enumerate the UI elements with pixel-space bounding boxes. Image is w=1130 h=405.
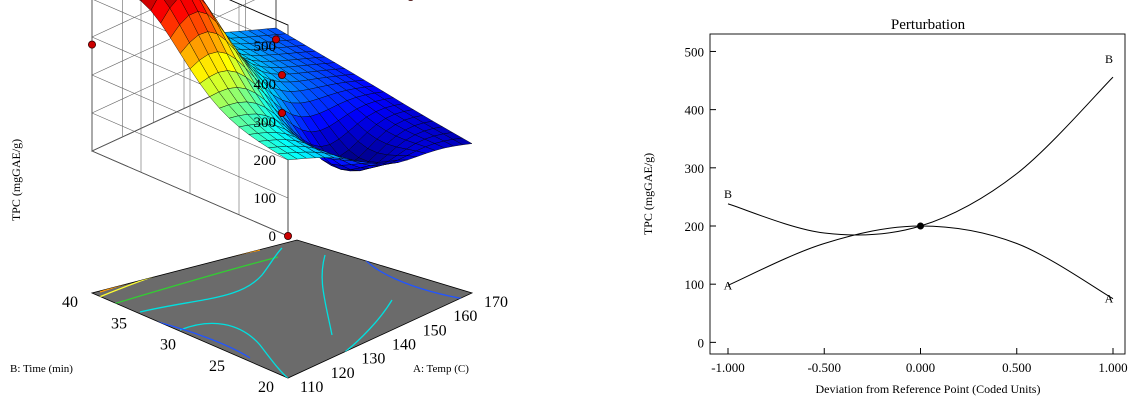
series-end-label: A: [1105, 292, 1114, 306]
series-line-a: [727, 225, 1114, 300]
z-tick-label: 400: [254, 77, 277, 93]
series-end-label: B: [1105, 52, 1113, 66]
x-tick-label: -0.500: [807, 360, 841, 375]
reference-point: [917, 222, 924, 230]
contour-line: [149, 319, 251, 359]
design-point: [408, 0, 414, 1]
x-tick-label: -1.000: [711, 360, 745, 375]
surface-axes: TPC (mgGAE/g) B: Time (min) A: Temp (C) …: [9, 39, 508, 396]
x-tick-label: 140: [392, 337, 416, 354]
contour-line: [109, 256, 279, 306]
contour-line: [321, 254, 333, 336]
x-axis-label: Deviation from Reference Point (Coded Un…: [816, 382, 1041, 396]
series-lines: A A B B: [724, 52, 1114, 306]
x-tick-label: 120: [331, 365, 355, 382]
contour-floor: [90, 239, 474, 379]
surface-mesh: [139, 0, 473, 172]
floor-plane: [90, 239, 474, 379]
series-end-label: B: [724, 187, 732, 201]
response-surface-chart: TPC (mgGAE/g) B: Time (min) A: Temp (C) …: [0, 0, 520, 400]
design-point: [271, 35, 280, 44]
x-tick-label: 150: [423, 322, 447, 339]
design-points: [88, 0, 414, 240]
design-point: [277, 71, 286, 80]
surface-cell: [277, 152, 298, 161]
z-axis-label: TPC (mgGAE/g): [9, 139, 23, 221]
x-tick-label: 0.500: [1002, 360, 1031, 375]
chart-title: Perturbation: [891, 17, 966, 33]
contour-line: [344, 299, 393, 353]
y-tick-label: 25: [209, 358, 225, 375]
z-tick-label: 200: [254, 153, 277, 169]
x-tick-label: 110: [300, 379, 323, 396]
y-tick-label: 30: [160, 337, 176, 354]
y-tick-label: 100: [685, 277, 705, 292]
z-tick-label: 0: [269, 229, 277, 245]
y-tick-label: 35: [111, 315, 127, 332]
series-end-label: A: [724, 278, 733, 292]
y-tick-label: 0: [698, 335, 705, 350]
contour-line: [179, 322, 291, 378]
surface-cell: [140, 0, 157, 11]
response-surface-plot: TPC (mgGAE/g) B: Time (min) A: Temp (C) …: [9, 0, 508, 396]
y-tick-label: 400: [685, 103, 705, 118]
y-tick-label: 40: [62, 294, 78, 311]
x-tick-label: 1.000: [1098, 360, 1127, 375]
x-tick-label: 0.000: [906, 360, 935, 375]
z-gridline: [181, 0, 289, 47]
plot-area-frame: [709, 33, 1126, 355]
x-tick-label: 170: [484, 294, 508, 311]
design-point: [283, 231, 292, 240]
x-axis-label: A: Temp (C): [413, 363, 469, 375]
y-axis-label: B: Time (min): [10, 363, 73, 375]
x-tick-label: 160: [453, 308, 477, 325]
perturbation-chart: Perturbation 0 100 200 300 400 500 -1.000 -0.50…: [600, 0, 1130, 400]
z-tick-label: 300: [254, 115, 277, 131]
z-tick-label: 100: [254, 191, 277, 207]
axis-ticks: 0 100 200 300 400 500 -1.000 -0.500 0.000 0.500 1.…: [685, 44, 1128, 375]
design-point: [277, 109, 286, 118]
y-tick-label: 200: [685, 219, 705, 234]
contour-line: [139, 247, 283, 313]
perturbation-plot: Perturbation 0 100 200 300 400 500 -1.000 -0.50…: [641, 17, 1128, 396]
series-line-b: [727, 76, 1114, 236]
y-tick-label: 300: [685, 161, 705, 176]
y-axis-label: TPC (mgGAE/g): [641, 153, 655, 235]
y-tick-label: 500: [685, 44, 705, 59]
z-tick-label: 500: [254, 39, 277, 55]
x-tick-label: 130: [361, 351, 385, 368]
y-tick-label: 20: [258, 379, 274, 396]
design-point: [88, 40, 97, 49]
